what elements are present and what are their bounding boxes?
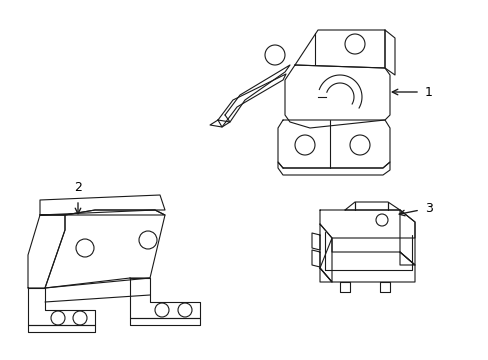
Text: 1: 1 [424,85,432,99]
Text: 3: 3 [424,202,432,215]
Text: 2: 2 [74,181,82,194]
